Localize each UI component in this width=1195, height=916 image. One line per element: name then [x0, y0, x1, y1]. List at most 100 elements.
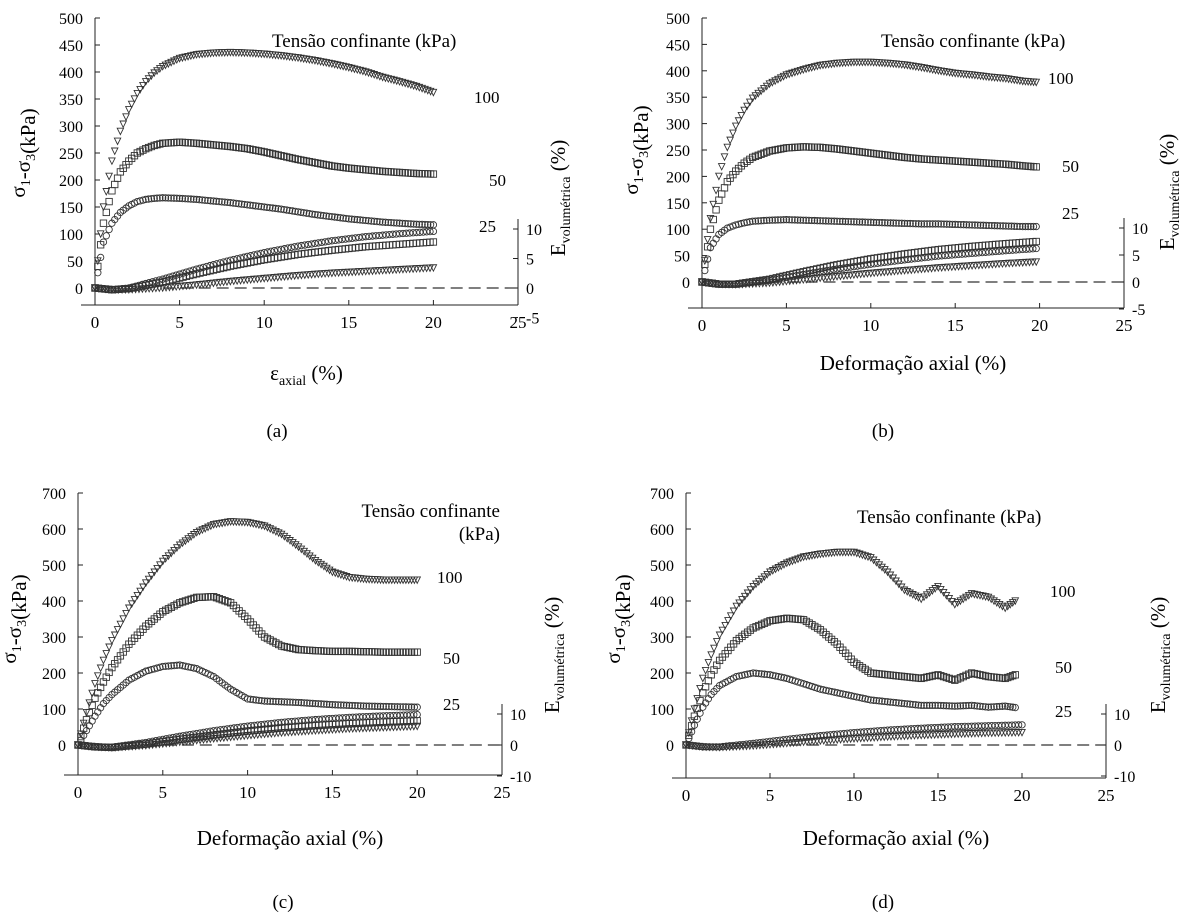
data-point: [190, 195, 198, 203]
y-tick-label: 100: [666, 222, 690, 239]
data-point: [690, 721, 699, 729]
series-label-100: 100: [474, 88, 500, 107]
data-point: [136, 197, 144, 205]
data-point: [336, 62, 345, 70]
data-point: [370, 217, 378, 225]
series-label-25: 25: [1062, 204, 1079, 223]
data-point: [864, 695, 872, 704]
data-point: [819, 217, 827, 225]
y-tick-label: 200: [42, 666, 66, 683]
data-point: [277, 205, 285, 213]
data-point: [373, 217, 381, 226]
data-point: [289, 698, 297, 706]
y-tick-label: 600: [42, 522, 66, 539]
data-point: [339, 214, 347, 222]
data-point: [328, 213, 336, 221]
data-point: [147, 72, 156, 81]
data-point: [280, 532, 289, 541]
y-tick-label: 300: [666, 117, 690, 134]
data-point: [249, 201, 257, 210]
data-point: [850, 218, 858, 226]
data-point: [937, 701, 945, 710]
data-point: [356, 66, 365, 75]
data-point: [99, 656, 108, 665]
data-point: [978, 592, 987, 601]
volumetric-point: [413, 722, 422, 731]
data-point: [235, 200, 243, 208]
data-point: [130, 596, 139, 605]
data-point: [107, 636, 116, 645]
data-point: [110, 147, 119, 156]
volumetric-point: [870, 260, 878, 268]
data-point: [176, 661, 184, 669]
data-point: [712, 186, 720, 195]
y-tick-label: 200: [650, 666, 674, 683]
data-point: [345, 701, 354, 710]
volumetric-point: [318, 238, 326, 247]
data-point: [696, 684, 704, 693]
volumetric-point: [792, 271, 801, 280]
x-tick-label: 15: [324, 783, 341, 802]
data-point: [760, 216, 768, 225]
data-point: [693, 695, 702, 704]
data-point: [421, 85, 429, 94]
data-point: [330, 60, 339, 69]
data-point: [133, 89, 142, 98]
data-point: [830, 688, 839, 696]
data-point: [822, 217, 830, 225]
data-point: [1027, 222, 1035, 231]
x-axis-title: Deformação axial (%): [803, 826, 990, 850]
data-point: [973, 702, 981, 710]
x-tick-label: 10: [862, 316, 879, 335]
data-point: [704, 677, 713, 685]
data-point: [704, 659, 713, 668]
data-point: [897, 699, 906, 707]
volumetric-point: [291, 243, 299, 251]
data-point: [869, 556, 878, 565]
data-point: [903, 588, 912, 596]
volumetric-point: [880, 258, 888, 267]
data-point: [735, 599, 744, 608]
volumetric-series-triangle-down: [91, 264, 438, 294]
data-point: [976, 702, 984, 710]
data-point: [322, 59, 331, 68]
data-point: [715, 631, 724, 640]
data-point: [271, 204, 280, 213]
data-point: [167, 662, 175, 670]
data-point: [178, 662, 187, 670]
data-point: [187, 195, 195, 203]
volumetric-point: [796, 271, 804, 279]
data-point: [413, 703, 421, 711]
data-point: [161, 555, 170, 563]
data-point: [866, 554, 875, 563]
data-point: [853, 693, 861, 701]
y2-tick-label: -10: [510, 769, 531, 786]
data-point: [147, 572, 156, 581]
data-point: [85, 699, 94, 708]
data-point: [246, 519, 255, 528]
volumetric-point: [287, 243, 295, 252]
data-point: [415, 220, 423, 229]
data-point: [306, 699, 314, 707]
data-point: [909, 700, 917, 709]
y-tick-label: 0: [75, 281, 83, 298]
data-point: [987, 595, 996, 604]
data-point: [774, 216, 782, 224]
data-point: [945, 702, 953, 710]
series-100-kpa: [698, 58, 1041, 287]
data-point: [317, 700, 325, 708]
y2-tick-label: -10: [1114, 769, 1135, 786]
data-point: [707, 651, 716, 660]
data-point: [181, 537, 190, 546]
data-point: [881, 697, 889, 706]
data-point: [959, 221, 968, 229]
chart-panel-d: 0 5 10 15 20 250100200300400500600700100-1010…: [601, 486, 1174, 850]
volumetric-point: [429, 227, 438, 236]
data-point: [334, 701, 342, 709]
y-axis-title: σ1-σ3(kPa): [619, 105, 653, 194]
data-point: [749, 582, 758, 591]
data-point: [399, 703, 407, 711]
y2-tick-label: 5: [1132, 248, 1140, 265]
data-point: [931, 66, 940, 75]
data-point: [133, 591, 142, 600]
